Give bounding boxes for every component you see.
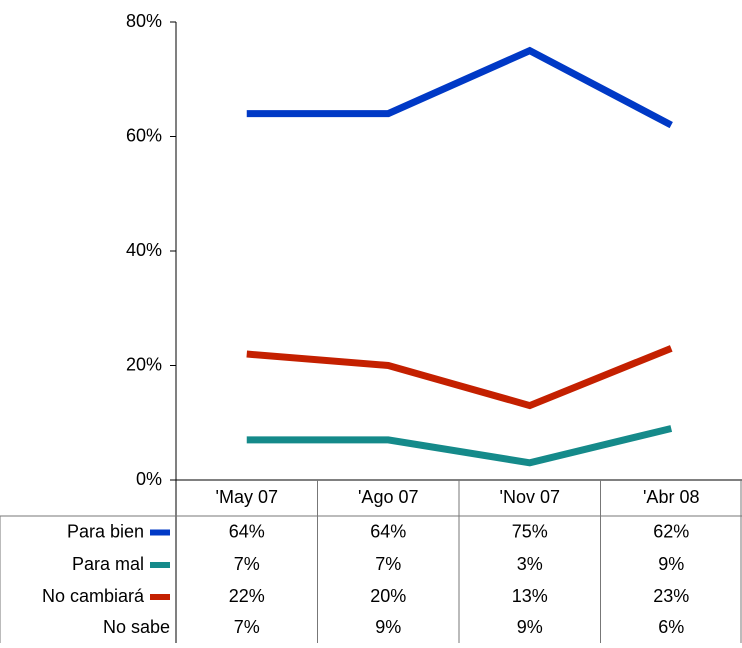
y-tick-label: 60% bbox=[126, 125, 162, 145]
legend-swatch bbox=[150, 562, 170, 568]
table-value: 64% bbox=[229, 521, 265, 541]
table-value: 6% bbox=[658, 617, 684, 637]
table-value: 23% bbox=[653, 586, 689, 606]
table-value: 20% bbox=[370, 586, 406, 606]
series-line bbox=[246, 425, 673, 467]
y-tick-label: 40% bbox=[126, 240, 162, 260]
legend-swatch bbox=[150, 594, 170, 600]
table-value: 7% bbox=[234, 554, 260, 574]
table-value: 7% bbox=[234, 617, 260, 637]
legend-label: Para bien bbox=[67, 521, 144, 541]
series-line bbox=[246, 345, 673, 410]
table-value: 9% bbox=[517, 617, 543, 637]
x-tick-label: 'Nov 07 bbox=[500, 487, 560, 507]
table-value: 64% bbox=[370, 521, 406, 541]
x-tick-label: 'Abr 08 bbox=[643, 487, 699, 507]
legend-swatch bbox=[150, 529, 170, 536]
table-value: 3% bbox=[517, 554, 543, 574]
table-value: 62% bbox=[653, 521, 689, 541]
table-value: 9% bbox=[658, 554, 684, 574]
y-tick-label: 80% bbox=[126, 11, 162, 31]
table-value: 75% bbox=[512, 521, 548, 541]
legend-label: Para mal bbox=[72, 554, 144, 574]
table-value: 22% bbox=[229, 586, 265, 606]
table-value: 9% bbox=[375, 617, 401, 637]
y-tick-label: 20% bbox=[126, 354, 162, 374]
x-tick-label: 'Ago 07 bbox=[358, 487, 419, 507]
x-tick-label: 'May 07 bbox=[216, 487, 278, 507]
y-tick-label: 0% bbox=[136, 469, 162, 489]
series-line bbox=[246, 46, 673, 129]
table-value: 13% bbox=[512, 586, 548, 606]
legend-label: No sabe bbox=[103, 617, 170, 637]
table-value: 7% bbox=[375, 554, 401, 574]
legend-label: No cambiará bbox=[42, 586, 145, 606]
